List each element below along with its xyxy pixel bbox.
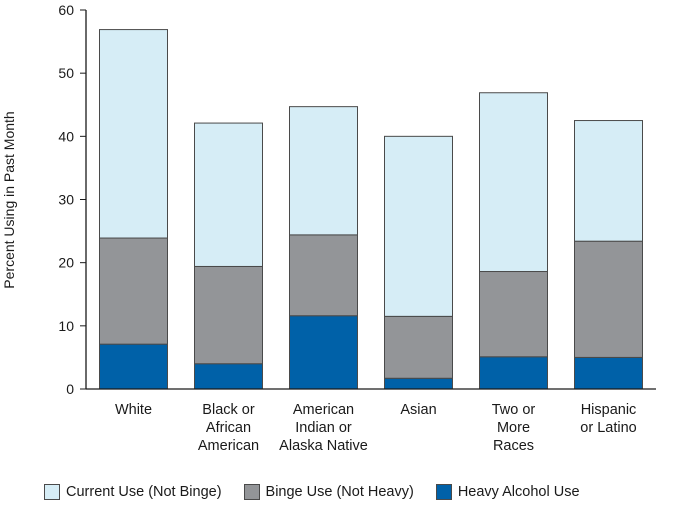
legend-swatch-current-use [44, 484, 60, 500]
bar-segment-current [289, 106, 358, 236]
legend-swatch-heavy-use [435, 484, 452, 500]
bar-segment-current [574, 120, 643, 242]
bar-segment-current [99, 29, 168, 239]
bar-segment-current [479, 92, 548, 273]
category-label-line: Indian or [295, 420, 352, 436]
bar-segment-heavy [194, 363, 263, 390]
bar-segment-heavy [384, 377, 453, 390]
bar-segment-current [194, 122, 263, 267]
category-label-line: Alaska Native [279, 438, 368, 454]
category-label: American Indian or Alaska Native [279, 402, 368, 454]
category-label-line: Two or [492, 402, 536, 418]
bar-segment-heavy [289, 315, 358, 390]
legend-label-current-use: Current Use (Not Binge) [66, 484, 222, 500]
y-tick-label: 10 [58, 318, 74, 334]
y-axis-title-group: Percent Using in Past Month [1, 111, 17, 288]
bar-segment-binge [289, 234, 358, 317]
y-tick-label: 40 [58, 128, 74, 144]
category-label: Two or More Races [492, 402, 536, 454]
bar-segment-binge [99, 237, 168, 345]
category-label-line: Black or [202, 402, 255, 418]
y-tick-label: 20 [58, 255, 74, 271]
bar-segment-current [384, 135, 453, 317]
category-label-line: African [206, 420, 251, 436]
category-label-line: American [198, 438, 259, 454]
category-labels: White Black or African American American Indi… [115, 402, 637, 454]
category-label-line: Races [493, 438, 534, 454]
y-ticks: 0 10 20 30 40 50 60 [58, 2, 86, 397]
category-label: Hispanic or Latino [580, 402, 636, 436]
category-label-line: American [293, 402, 354, 418]
y-tick-label: 0 [66, 381, 74, 397]
legend-label-binge-use: Binge Use (Not Heavy) [265, 484, 414, 500]
legend-item-current-use: Current Use (Not Binge) [44, 484, 222, 500]
bar-segment-binge [479, 271, 548, 358]
bar-segment-binge [194, 265, 263, 365]
y-axis-title: Percent Using in Past Month [1, 111, 17, 288]
axes [85, 10, 656, 390]
category-label-line: White [115, 402, 152, 418]
category-label: White [115, 402, 152, 418]
y-tick-label: 30 [58, 192, 74, 208]
legend: Current Use (Not Binge) Binge Use (Not H… [44, 484, 580, 500]
y-tick-label: 50 [58, 65, 74, 81]
bar-segment-binge [574, 240, 643, 358]
bar-segment-heavy [574, 356, 643, 390]
bar-segment-binge [384, 315, 453, 379]
category-label-line: More [497, 420, 530, 436]
category-label-line: Hispanic [581, 402, 637, 418]
legend-item-binge-use: Binge Use (Not Heavy) [243, 484, 414, 500]
bar-segment-heavy [479, 356, 548, 390]
legend-item-heavy-use: Heavy Alcohol Use [435, 484, 580, 500]
category-label: Asian [400, 402, 436, 418]
category-label-line: Asian [400, 402, 436, 418]
stacked-bar-chart: Percent Using in Past Month 0 10 20 30 40 50 6… [1, 2, 656, 454]
category-label-line: or Latino [580, 420, 636, 436]
bars [99, 29, 643, 390]
y-tick-label: 60 [58, 2, 74, 18]
legend-label-heavy-use: Heavy Alcohol Use [457, 484, 580, 500]
legend-swatch-binge-use [243, 484, 260, 500]
category-label: Black or African American [198, 402, 259, 454]
bar-segment-heavy [99, 343, 168, 390]
